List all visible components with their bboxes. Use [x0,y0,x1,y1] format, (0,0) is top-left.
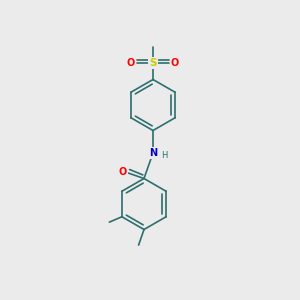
Text: O: O [127,58,135,68]
Text: O: O [118,167,127,177]
Text: S: S [149,58,157,68]
Text: H: H [161,151,168,160]
Text: N: N [149,148,157,158]
Text: O: O [171,58,179,68]
